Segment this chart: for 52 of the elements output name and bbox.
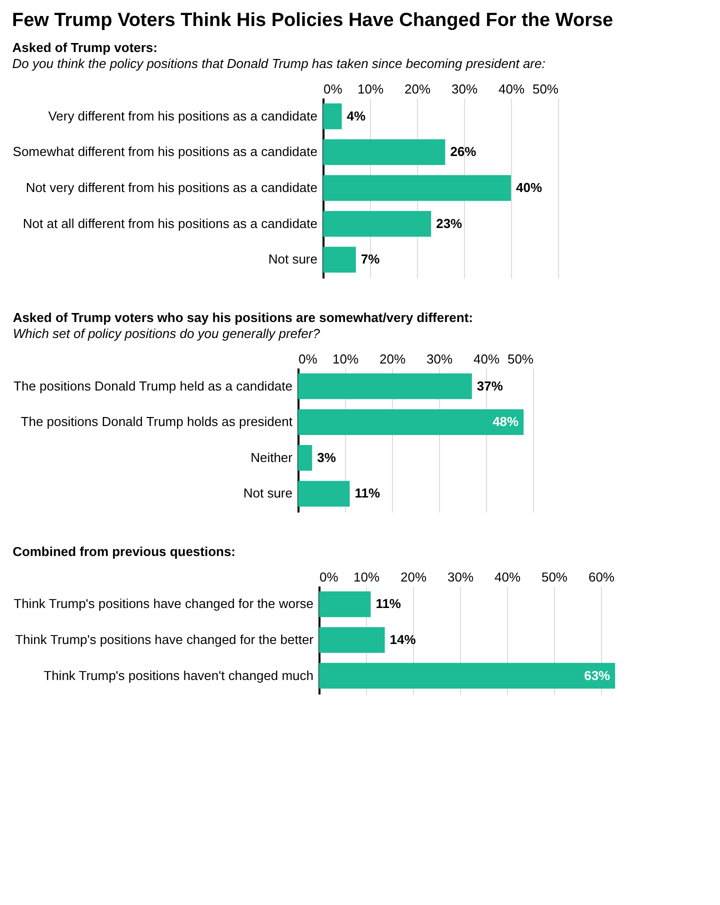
- x-tick-label: 0%: [319, 570, 339, 584]
- x-tick-label: 10%: [353, 570, 380, 584]
- x-tick-label: 0%: [298, 352, 318, 366]
- y-tick-label: Think Trump's positions haven't changed much: [44, 668, 314, 683]
- x-tick-label: 20%: [400, 570, 427, 584]
- text: Asked of Trump voters:: [12, 40, 158, 55]
- x-tick-label: 30%: [426, 352, 453, 366]
- x-tick-label: 40%: [473, 352, 500, 366]
- bar: [318, 627, 385, 653]
- chart-title: Asked of Trump voters who say his positions are somewhat/very different:: [12, 310, 474, 325]
- x-tick-label: 10%: [357, 82, 384, 96]
- data-label: 3%: [317, 450, 336, 465]
- y-tick-label: Somewhat different from his positions as a candidate: [12, 144, 318, 160]
- y-tick-label: The positions Donald Trump held as a candidate: [14, 378, 292, 394]
- y-tick-label: Not sure: [268, 252, 318, 267]
- y-tick-label: Very different from his positions as a candidate: [48, 108, 318, 124]
- y-tick-label: The positions Donald Trump holds as president: [20, 414, 293, 430]
- text: Do you think the policy positions that Donald Trump has taken since becoming president are:: [12, 56, 546, 71]
- y-tick-label: Think Trump's positions have changed for the better: [15, 632, 314, 647]
- y-tick-label: Think Trump's positions have changed for the worse: [14, 596, 314, 612]
- chart-title: Few Trump Voters Think His Policies Have Changed For the Worse: [12, 10, 614, 32]
- x-tick-label: 30%: [447, 570, 474, 584]
- data-label: 37%: [476, 378, 504, 394]
- x-tick-label: 50%: [541, 570, 568, 584]
- x-tick-label: 40%: [498, 82, 525, 96]
- x-tick-label: 50%: [507, 352, 534, 366]
- y-tick-label: Neither: [250, 450, 294, 465]
- data-label: 26%: [450, 144, 477, 160]
- x-tick-label: 10%: [332, 352, 359, 366]
- data-label: 11%: [354, 486, 380, 501]
- data-label: 14%: [390, 632, 416, 647]
- y-tick-label: Not sure: [243, 486, 292, 501]
- data-label: 7%: [360, 252, 380, 267]
- data-label: 48%: [492, 414, 520, 430]
- bar: [318, 591, 371, 618]
- data-label: 23%: [436, 216, 463, 231]
- text: Which set of policy positions do you generally prefer?: [12, 326, 321, 341]
- data-label: 40%: [516, 180, 542, 195]
- text: Combined from previous questions:: [12, 544, 236, 559]
- x-tick-label: 50%: [532, 82, 559, 96]
- x-tick-label: 0%: [324, 82, 343, 96]
- x-tick-label: 30%: [451, 82, 478, 96]
- data-label: 63%: [584, 668, 611, 683]
- x-tick-label: 20%: [379, 352, 406, 366]
- x-tick-label: 60%: [588, 570, 615, 584]
- data-label: 11%: [376, 596, 402, 612]
- data-label: 4%: [346, 108, 366, 124]
- x-tick-label: 20%: [404, 82, 431, 96]
- x-tick-label: 40%: [494, 570, 521, 584]
- y-tick-label: Not very different from his positions as a candidate: [26, 180, 318, 195]
- y-tick-label: Not at all different from his positions as a candidate: [22, 216, 318, 231]
- bar: [318, 662, 616, 689]
